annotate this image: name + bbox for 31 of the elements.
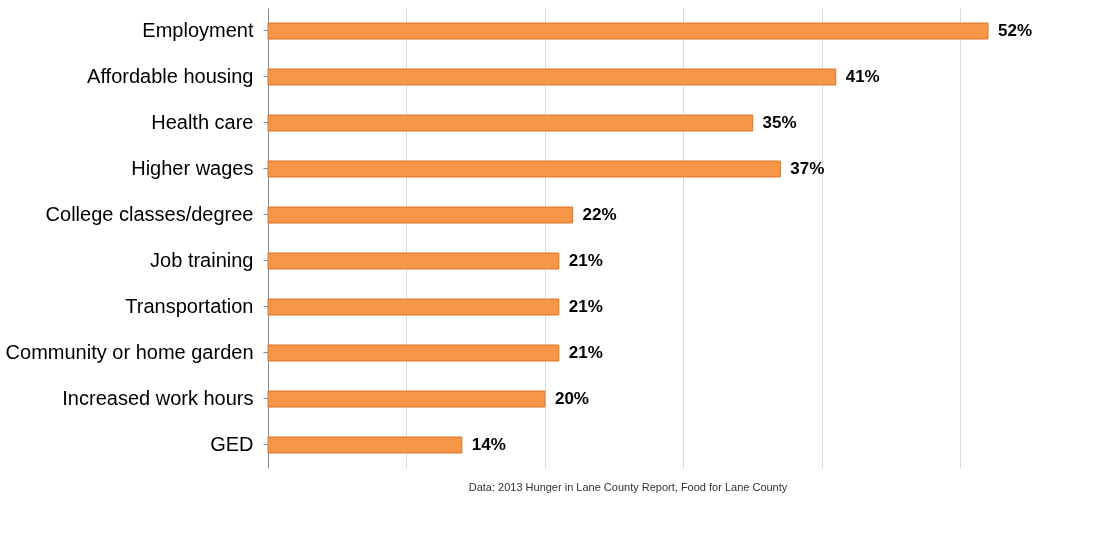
data-label: 14% <box>471 435 506 454</box>
data-label: 22% <box>582 205 617 224</box>
data-label: 41% <box>845 67 880 86</box>
bar <box>267 68 837 86</box>
data-label: 52% <box>998 21 1033 40</box>
bar <box>267 114 754 132</box>
data-label: 21% <box>568 251 603 270</box>
bar <box>267 22 989 40</box>
y-tick-label: Increased work hours <box>62 387 254 409</box>
y-tick-label: College classes/degree <box>45 203 254 225</box>
bar <box>267 206 574 224</box>
y-tick-label: Job training <box>150 249 254 271</box>
bar <box>267 160 781 178</box>
text: Data: 2013 Hunger in Lane County Report, Food for Lane County <box>468 481 788 493</box>
bar <box>267 252 560 270</box>
bar <box>267 390 546 408</box>
data-label: 21% <box>568 343 603 362</box>
bar <box>267 344 560 362</box>
y-tick-label: Employment <box>142 19 254 41</box>
y-tick-label: Higher wages <box>131 157 254 179</box>
y-tick-label: GED <box>210 433 254 455</box>
y-tick-label: Community or home garden <box>5 341 254 363</box>
data-label: 20% <box>554 389 589 408</box>
data-label: 21% <box>568 297 603 316</box>
data-label: 37% <box>790 159 825 178</box>
y-tick-label: Transportation <box>125 295 254 317</box>
y-tick-label: Health care <box>151 111 254 133</box>
bar <box>267 436 463 454</box>
y-tick-label: Affordable housing <box>87 65 254 87</box>
data-label: 35% <box>762 113 797 132</box>
bar <box>267 298 560 316</box>
